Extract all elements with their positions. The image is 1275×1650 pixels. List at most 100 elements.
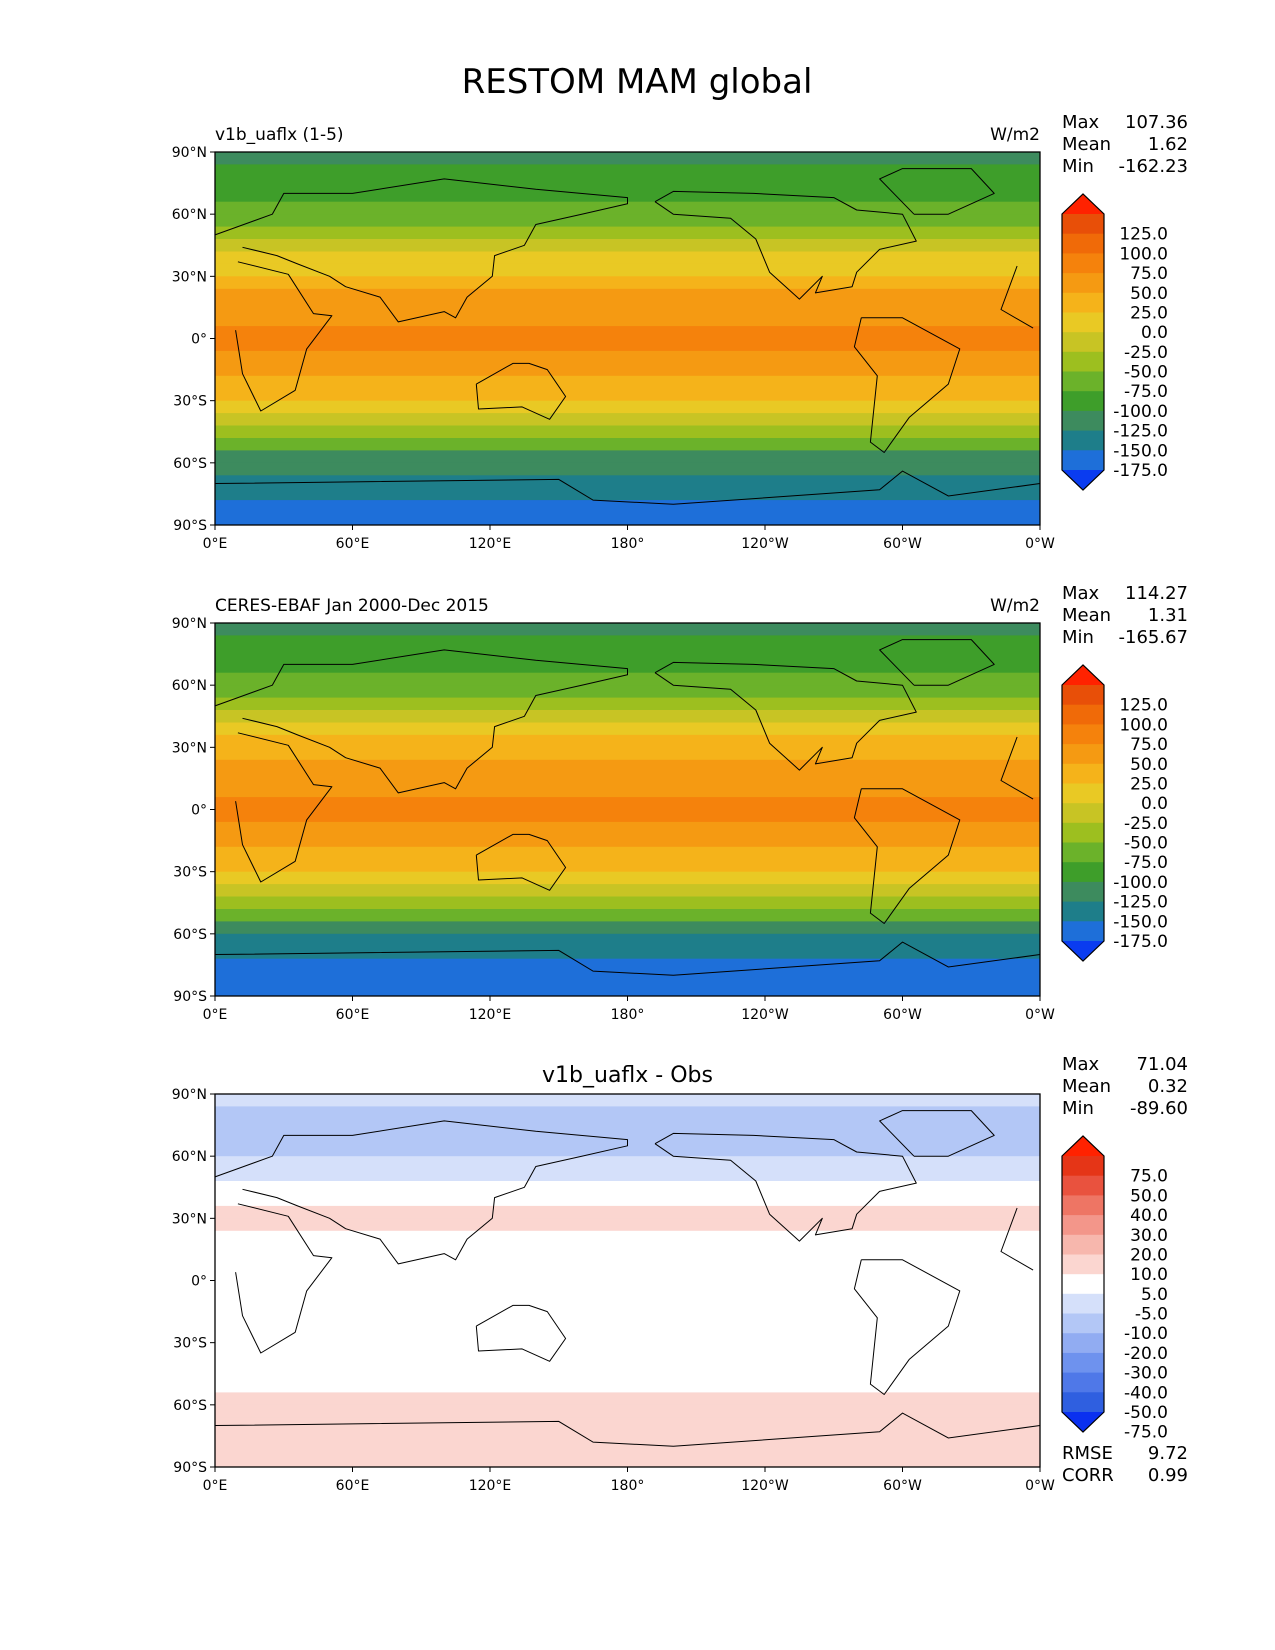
colorbar-extend-max <box>1062 194 1104 214</box>
colorbar-segment <box>1062 1156 1104 1177</box>
colorbar-outline <box>1061 193 1105 491</box>
stat-value: 0.32 <box>1148 1076 1188 1097</box>
colorbar-tick-label: -50.0 <box>1124 1403 1168 1423</box>
map-band <box>215 239 1040 252</box>
colorbar-segment <box>1062 371 1104 392</box>
coastline <box>654 661 917 771</box>
map-band <box>215 1417 1040 1431</box>
colorbar-tick-label: 30.0 <box>1130 1226 1168 1246</box>
map-band <box>215 1317 1040 1331</box>
map-band <box>215 884 1040 898</box>
map-band <box>215 438 1040 451</box>
map-band <box>215 388 1040 402</box>
map-band <box>215 1442 1040 1456</box>
x-tick-label: 180° <box>611 536 645 552</box>
map-band <box>215 697 1040 711</box>
y-tick-label: 90°N <box>172 616 207 632</box>
map-band <box>215 933 1040 947</box>
map-band <box>215 413 1040 427</box>
x-tick-label: 0°W <box>1025 1478 1055 1494</box>
y-tick-label: 30°N <box>172 740 207 756</box>
y-tick-label: 90°N <box>172 1087 207 1103</box>
stat-label: Min <box>1062 1098 1094 1119</box>
x-tick-label: 60°W <box>883 1478 922 1494</box>
colorbar-segment <box>1062 1333 1104 1354</box>
colorbar-tick-label: 20.0 <box>1130 1246 1168 1266</box>
colorbar-segment <box>1062 842 1104 863</box>
y-tick-label: 0° <box>191 1274 207 1290</box>
stat-value: 1.62 <box>1148 134 1188 155</box>
colorbar-segment <box>1062 1313 1104 1334</box>
colorbar-segment <box>1062 1392 1104 1413</box>
colorbar-segment <box>1062 685 1104 706</box>
colorbar-segment <box>1062 430 1104 451</box>
colorbar-extend-min <box>1062 470 1104 490</box>
colorbar-segment <box>1062 1175 1104 1196</box>
y-tick-label: 30°S <box>173 865 207 881</box>
colorbar-segment <box>1062 803 1104 824</box>
colorbar-tick-label: 100.0 <box>1119 715 1168 735</box>
colorbar-segment <box>1062 881 1104 903</box>
colorbar-tick-label: 50.0 <box>1130 1186 1168 1206</box>
colorbar-extend-min <box>1062 1412 1104 1432</box>
colorbar-tick-label: -30.0 <box>1124 1364 1168 1384</box>
colorbar-tick-label: -50.0 <box>1124 834 1168 854</box>
map-band <box>215 1243 1040 1257</box>
map-band <box>215 859 1040 873</box>
x-tick-label: 0°E <box>203 536 228 552</box>
colorbar-segment <box>1062 901 1104 922</box>
map-band <box>215 276 1040 290</box>
x-tick-label: 60°E <box>336 1478 370 1494</box>
colorbar-tick-label: -150.0 <box>1113 441 1168 461</box>
map-band <box>215 1280 1040 1294</box>
coastline-antarctica <box>214 1412 1041 1447</box>
map-band <box>215 1404 1040 1418</box>
map-band <box>215 1268 1040 1282</box>
map-band <box>215 896 1040 910</box>
coastline <box>235 261 1034 412</box>
stat-label: Max <box>1062 583 1100 604</box>
map-field <box>215 1094 1040 1467</box>
x-tick-label: 0°E <box>203 1007 228 1023</box>
colorbar-tick-label: 50.0 <box>1130 284 1168 304</box>
map-band <box>215 958 1040 972</box>
map-band <box>215 821 1040 835</box>
x-tick-label: 60°W <box>883 1007 922 1023</box>
colorbar-tick-label: -125.0 <box>1113 893 1168 913</box>
stat-value: 71.04 <box>1136 1054 1188 1075</box>
colorbar-tick-label: -100.0 <box>1113 402 1168 422</box>
map-band <box>215 1380 1040 1393</box>
map-band <box>215 710 1040 723</box>
colorbar-tick-label: 125.0 <box>1119 225 1168 245</box>
map-band <box>215 1168 1040 1182</box>
stat-value: -162.23 <box>1119 156 1188 177</box>
y-tick-label: 30°N <box>172 1211 207 1227</box>
y-tick-label: 60°S <box>173 456 207 472</box>
y-tick-label: 90°S <box>173 518 207 534</box>
map-field <box>215 623 1040 996</box>
map-band <box>215 759 1040 773</box>
map-band <box>215 983 1040 996</box>
coastline-antarctica <box>214 470 1041 505</box>
map-band <box>215 338 1040 352</box>
units-label: W/m2 <box>990 596 1040 616</box>
colorbar-extend-max <box>1062 1136 1104 1156</box>
coastline <box>853 788 961 924</box>
map-band <box>215 1429 1040 1443</box>
colorbar-tick-label: -10.0 <box>1124 1324 1168 1344</box>
map-band <box>215 722 1040 736</box>
colorbar-tick-label: 75.0 <box>1130 735 1168 755</box>
y-tick-label: 60°N <box>172 678 207 694</box>
coastline <box>235 1203 1034 1354</box>
colorbar-segment <box>1062 1352 1104 1374</box>
colorbar-tick-label: -40.0 <box>1124 1383 1168 1403</box>
map-band <box>215 1143 1040 1157</box>
panel-title: CERES-EBAF Jan 2000-Dec 2015 <box>215 596 489 616</box>
map-band <box>215 685 1040 699</box>
map-band <box>215 1342 1040 1356</box>
stat-label: Min <box>1062 627 1094 648</box>
colorbar-outline <box>1061 664 1105 962</box>
map-band <box>215 400 1040 414</box>
map-band <box>215 450 1040 464</box>
